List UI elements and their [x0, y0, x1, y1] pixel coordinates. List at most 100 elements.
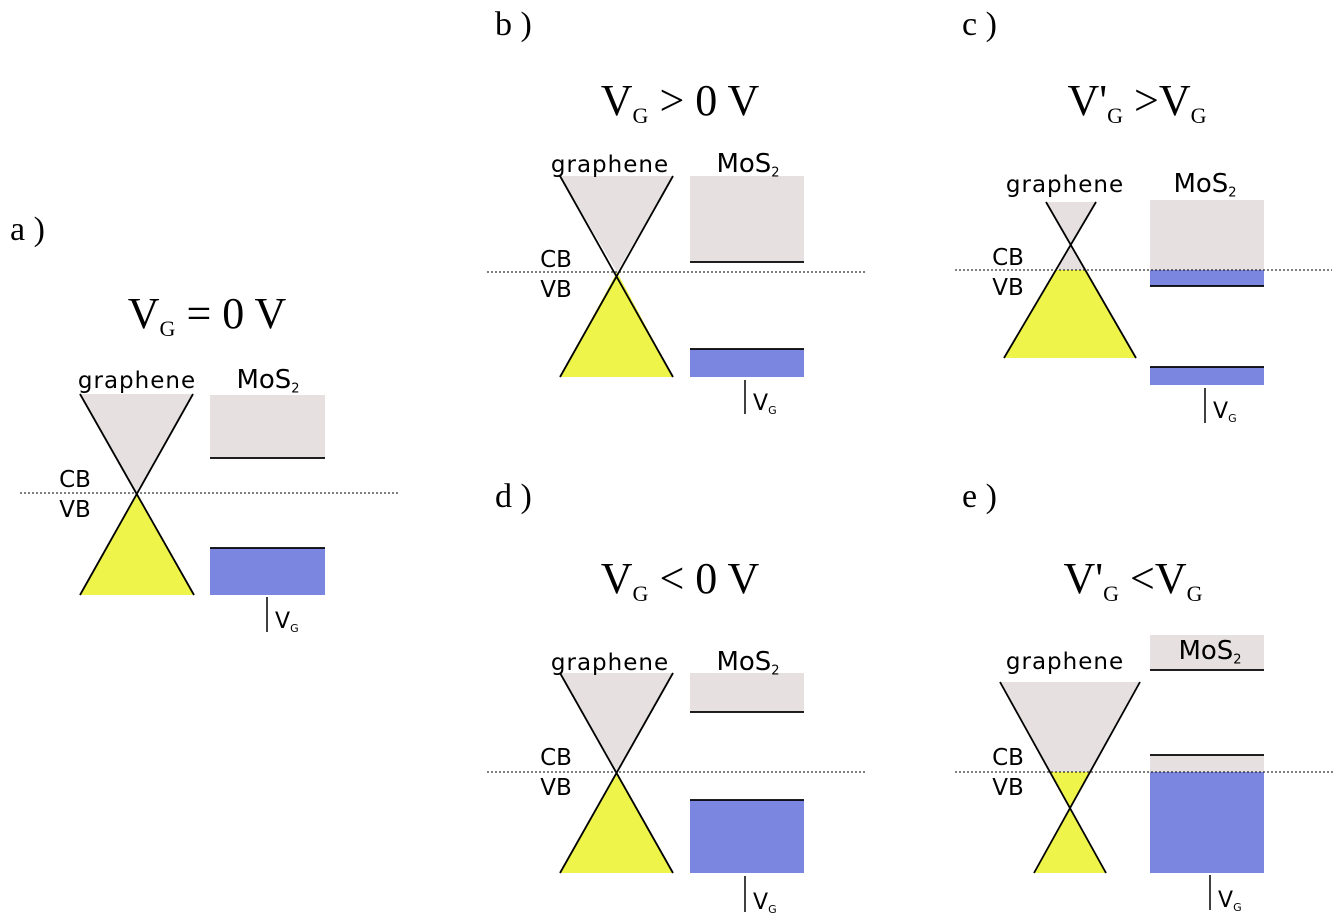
vg-label: VG: [275, 609, 299, 635]
band: [1004, 270, 1136, 358]
band: [560, 673, 673, 772]
mos2-label: MoS2: [716, 149, 779, 181]
band-edge: [559, 672, 674, 874]
condition-sub: G: [633, 103, 649, 128]
mos2-label-sub: 2: [1233, 653, 1241, 668]
condition-text: V: [601, 76, 633, 125]
band: [1000, 682, 1140, 772]
band: [560, 772, 673, 873]
vb-label: VB: [59, 497, 91, 523]
condition: VG < 0 V: [601, 554, 760, 606]
mos2-label: MoS2: [1173, 169, 1236, 201]
condition-text: = 0 V: [175, 289, 286, 338]
panel-label: c ): [962, 6, 997, 43]
band-edge: [79, 393, 194, 596]
condition-sub: G: [1107, 103, 1123, 128]
cb-label: CB: [992, 745, 1024, 771]
graphene-label: graphene: [551, 650, 669, 676]
condition-text: >V: [1123, 76, 1191, 125]
mos2-label-sub: 2: [291, 382, 299, 397]
vg-label: VG: [1213, 399, 1237, 425]
mos2-label-text: MoS: [236, 365, 291, 395]
band-edge: [559, 175, 674, 378]
cb-label: CB: [992, 245, 1024, 271]
condition-text: V: [128, 289, 160, 338]
band: [1034, 808, 1106, 873]
band: [1050, 772, 1090, 808]
vg-label: VG: [753, 890, 777, 915]
vg-label: VG: [753, 391, 777, 417]
band-edge: [1003, 201, 1097, 359]
graphene-label: graphene: [1006, 649, 1124, 675]
band: [1055, 244, 1087, 270]
panel-label: a ): [10, 211, 45, 248]
mos2-label-sub: 2: [1228, 186, 1236, 201]
mos2-label: MoS2: [236, 365, 299, 397]
vg-label-text: V: [1218, 888, 1233, 913]
condition-sub: G: [1191, 103, 1207, 128]
cb-label: CB: [540, 745, 572, 771]
vg-label: VG: [1218, 888, 1242, 914]
band: [80, 493, 194, 595]
vg-label-sub: G: [768, 404, 777, 417]
mos2-label-text: MoS: [716, 647, 771, 677]
band: [560, 272, 673, 377]
panel-label: e ): [962, 478, 997, 515]
vg-label-sub: G: [290, 622, 299, 635]
mos2-label: MoS2: [1178, 636, 1241, 668]
band: [1046, 202, 1096, 244]
band: [690, 673, 804, 712]
graphene-label: graphene: [78, 368, 196, 394]
mos2-label-sub: 2: [771, 664, 779, 679]
condition: V'G <VG: [1063, 554, 1202, 606]
cb-label: CB: [540, 247, 572, 273]
vg-label-text: V: [753, 890, 768, 915]
vg-label-text: V: [1213, 399, 1228, 424]
panel-label: b ): [495, 6, 532, 43]
band: [690, 349, 804, 377]
condition-text: V': [1067, 76, 1107, 125]
cb-label: CB: [59, 467, 91, 493]
graphene-label: graphene: [1006, 172, 1124, 198]
band: [1150, 367, 1264, 385]
condition-sub: G: [1103, 581, 1119, 606]
condition: VG = 0 V: [128, 289, 287, 341]
band-edge: [1033, 681, 1141, 874]
band: [210, 395, 325, 458]
band: [690, 176, 804, 262]
vg-label-sub: G: [768, 903, 777, 915]
mos2-label-text: MoS: [1173, 169, 1228, 199]
band-edge: [999, 681, 1107, 874]
condition-text: V': [1063, 554, 1103, 603]
vg-label-sub: G: [1228, 412, 1237, 425]
condition-text: V: [601, 554, 633, 603]
vb-label: VB: [992, 775, 1024, 801]
condition-sub: G: [1187, 581, 1203, 606]
vg-label-text: V: [275, 609, 290, 634]
band: [210, 548, 325, 595]
band: [1150, 772, 1264, 873]
graphene-label: graphene: [551, 152, 669, 178]
vb-label: VB: [540, 775, 572, 801]
band: [80, 394, 193, 493]
band: [690, 800, 804, 873]
band-edge: [1045, 201, 1137, 359]
band: [1150, 755, 1264, 772]
condition-text: < 0 V: [648, 554, 759, 603]
condition-text: > 0 V: [648, 76, 759, 125]
mos2-label: MoS2: [716, 647, 779, 679]
band: [1150, 270, 1264, 286]
vb-label: VB: [992, 275, 1024, 301]
band: [1150, 635, 1264, 670]
band: [1150, 200, 1264, 270]
condition-sub: G: [160, 316, 176, 341]
vb-label: VB: [540, 277, 572, 303]
mos2-label-sub: 2: [771, 166, 779, 181]
band: [560, 176, 673, 272]
vg-label-sub: G: [1233, 901, 1242, 914]
mos2-label-text: MoS: [716, 149, 771, 179]
vg-label-text: V: [753, 391, 768, 416]
condition-text: <V: [1119, 554, 1187, 603]
condition-sub: G: [633, 581, 649, 606]
